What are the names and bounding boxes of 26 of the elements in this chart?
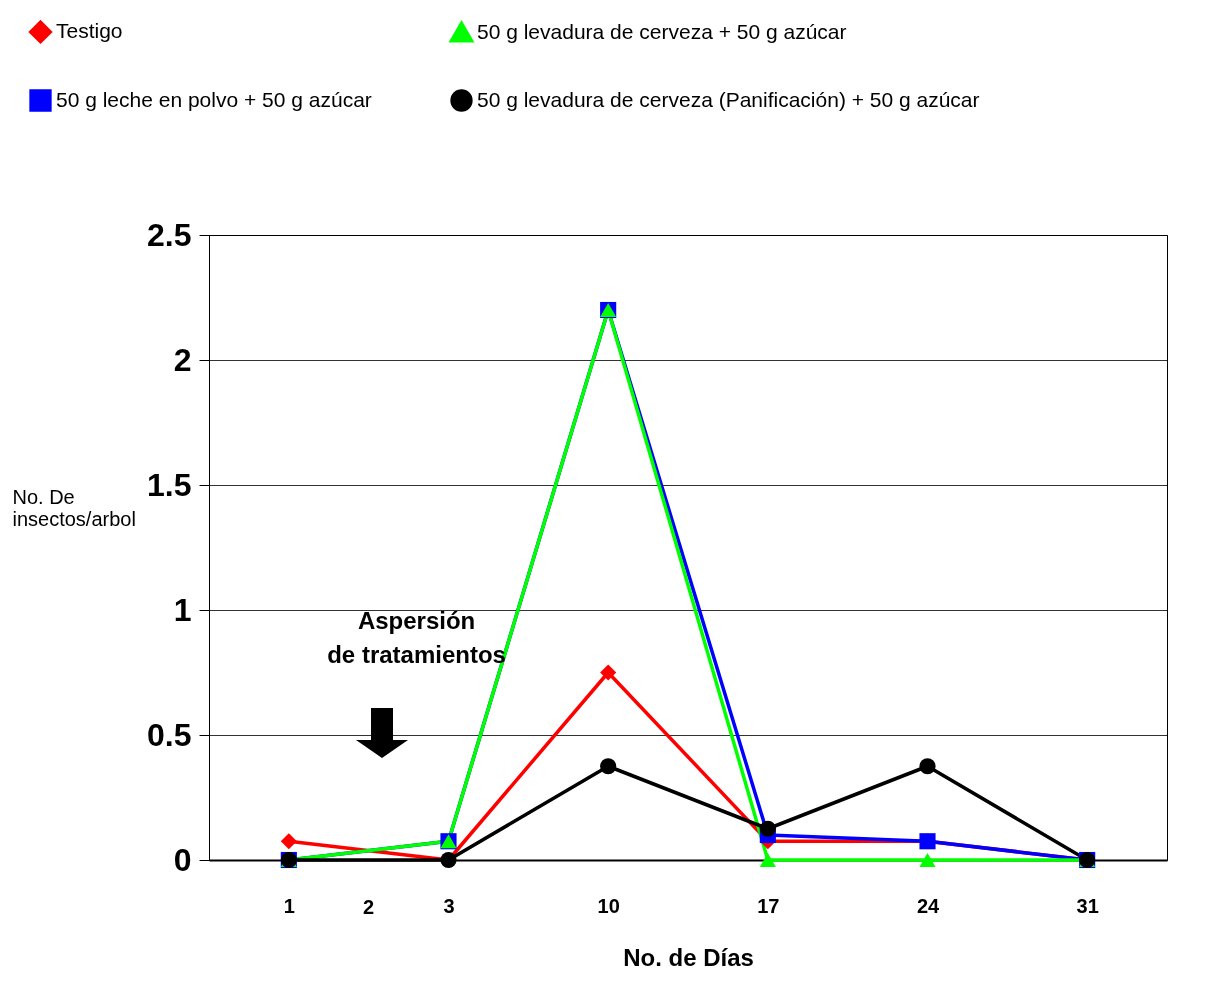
point — [919, 758, 936, 775]
point — [600, 758, 617, 775]
x-tick-label: 17 — [757, 894, 780, 917]
y-tick-label: 1 — [173, 591, 192, 628]
y-axis-title: No. De insectos/arbol — [12, 486, 136, 530]
legend-label: 50 g levadura de cerveza (Panificación) + 50 g azúcar — [477, 87, 980, 111]
point — [759, 853, 776, 867]
legend-label: 50 g levadura de cerveza + 50 g azúcar — [477, 19, 847, 43]
y-tick-label: 0.5 — [147, 716, 192, 753]
point — [600, 664, 617, 681]
x-tick-label: 24 — [916, 894, 940, 917]
point — [280, 833, 297, 850]
point — [759, 820, 776, 837]
y-tick-label: 0 — [173, 841, 192, 878]
y-tick-label: 2.5 — [147, 216, 192, 253]
x-tick-label: 31 — [1076, 894, 1099, 917]
y-tick-label: 2 — [173, 341, 192, 378]
point — [919, 853, 936, 867]
x-tick-label: 1 — [283, 894, 295, 917]
legend-label: 50 g leche en polvo + 50 g azúcar — [56, 87, 372, 111]
legend-label: Testigo — [56, 18, 123, 42]
x-axis-title: No. de Días — [623, 943, 754, 971]
y-tick-label: 1.5 — [147, 466, 192, 503]
text: 2 — [363, 896, 375, 918]
x-tick-label: 3 — [443, 894, 455, 917]
x-tick-label: 10 — [597, 894, 620, 917]
